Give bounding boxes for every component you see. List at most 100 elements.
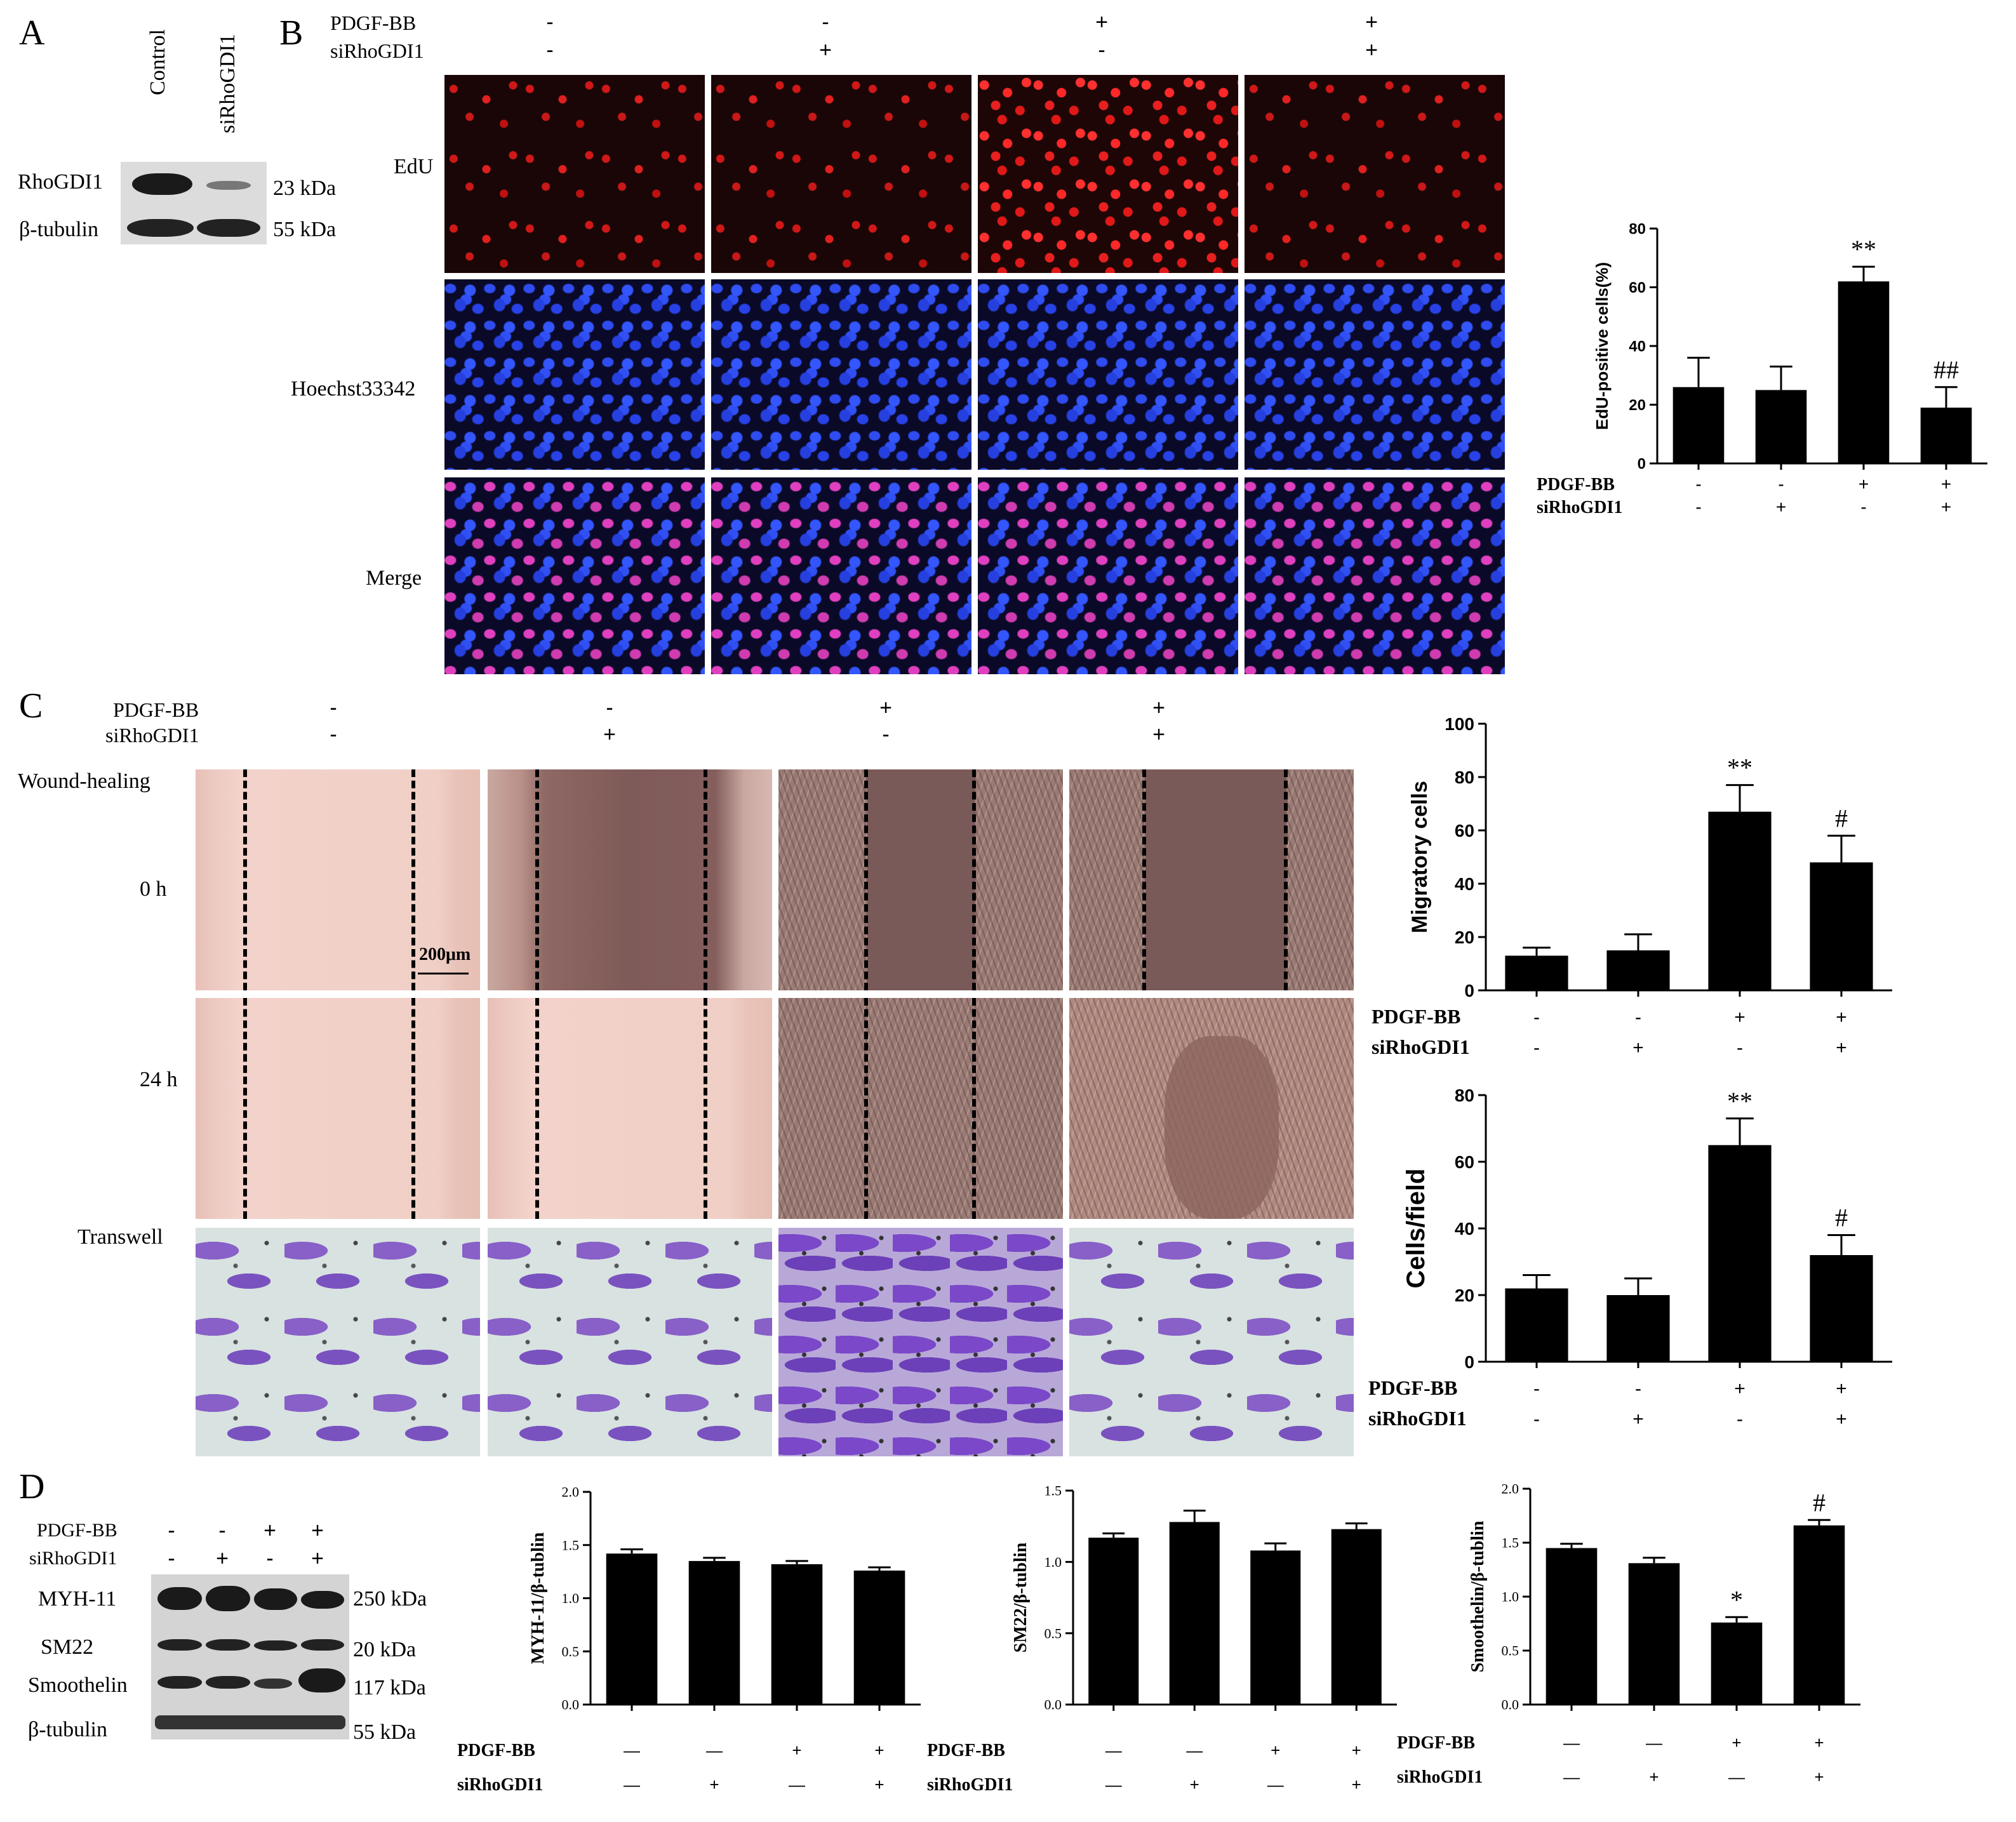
treat-mark: - [1098, 38, 1105, 62]
mw-label: 250 kDa [353, 1587, 427, 1611]
sm22-row-mark: — [1105, 1741, 1122, 1760]
blot-row-label: MYH-11 [38, 1587, 117, 1611]
micrograph-transwell-1 [196, 1228, 480, 1456]
treat-mark: - [606, 696, 613, 720]
smoothelin-row-mark: — [1563, 1767, 1580, 1786]
micrograph-merge-4 [1245, 477, 1505, 674]
cellsfield-row-mark: + [1836, 1378, 1847, 1399]
treat-mark: + [603, 722, 616, 747]
row-label-24h: 24 h [140, 1068, 178, 1091]
treat-mark: - [168, 1519, 175, 1543]
micrograph-wound-0h-4 [1069, 769, 1354, 990]
cellsfield-y-tick-label: 80 [1455, 1086, 1474, 1105]
myh11-bar [606, 1553, 658, 1705]
treat-mark: - [330, 696, 337, 720]
edu-y-tick-label: 40 [1629, 338, 1646, 355]
edu-row-mark: + [1859, 474, 1869, 494]
migratory-y-tick-label: 20 [1455, 928, 1474, 947]
edu-row-mark: - [1695, 474, 1701, 494]
blot-row-label: β-tubulin [28, 1718, 107, 1741]
migratory-row-mark: + [1836, 1007, 1847, 1028]
sm22-bar [1250, 1550, 1301, 1705]
row-label-edu: EdU [394, 155, 434, 178]
mw-label: 23 kDa [273, 176, 337, 200]
micrograph-wound-0h-2 [488, 769, 772, 990]
edu-row-mark: + [1941, 474, 1951, 494]
panel-label-a: A [19, 13, 45, 53]
smoothelin-y-tick-label: 0.5 [1502, 1643, 1519, 1659]
myh11-y-tick-label: 1.0 [562, 1590, 580, 1606]
sm22-bar [1169, 1522, 1220, 1705]
cellsfield-bar [1810, 1255, 1873, 1362]
cellsfield-significance-label: ** [1727, 1087, 1752, 1115]
migratory-y-tick-label: 80 [1455, 768, 1474, 787]
sm22-row-label: PDGF-BB [927, 1741, 1005, 1760]
sm22-row-mark: + [1352, 1775, 1361, 1794]
sm22-row-mark: — [1105, 1775, 1122, 1794]
row-label-0h: 0 h [140, 877, 167, 901]
micrograph-wound-24h-4 [1069, 998, 1354, 1219]
treat-mark: + [1365, 38, 1378, 62]
micrograph-edu-4 [1245, 75, 1505, 273]
treat-mark: + [216, 1546, 229, 1571]
edu-row-mark: - [1695, 497, 1701, 517]
myh11-row-mark: — [624, 1775, 640, 1794]
cellsfield-row-mark: + [1632, 1409, 1644, 1430]
western-blot-d [151, 1574, 349, 1739]
smoothelin-significance-label: * [1730, 1585, 1743, 1614]
treat-label-pdgf: PDGF-BB [37, 1520, 117, 1541]
myh11-row-mark: — [706, 1741, 723, 1760]
treat-label-si: siRhoGDI1 [330, 39, 424, 62]
migratory-bar [1810, 862, 1873, 990]
micrograph-hoechst-2 [711, 279, 971, 470]
cellsfield-row-mark: + [1836, 1409, 1847, 1430]
myh11-y-tick-label: 1.5 [562, 1537, 580, 1553]
myh11-row-mark: + [874, 1775, 884, 1794]
micrograph-merge-1 [444, 477, 705, 674]
myh11-row-label: PDGF-BB [457, 1741, 535, 1760]
treat-mark: - [546, 10, 554, 34]
treat-mark: - [330, 722, 337, 747]
micrograph-transwell-3 [778, 1228, 1063, 1456]
micrograph-transwell-4 [1069, 1228, 1354, 1456]
row-label-merge: Merge [366, 566, 422, 590]
edu-y-axis-label: EdU-positive cells(%) [1592, 262, 1612, 430]
treat-mark: - [266, 1546, 274, 1571]
myh11-row-label: siRhoGDI1 [457, 1775, 543, 1795]
edu-row-label: siRhoGDI1 [1537, 498, 1622, 517]
treat-mark: - [218, 1519, 226, 1543]
myh11-bar [853, 1570, 905, 1705]
treat-mark: + [1365, 10, 1378, 34]
smoothelin-bar [1545, 1548, 1598, 1705]
myh11-y-tick-label: 2.0 [562, 1484, 580, 1500]
cellsfield-bar [1505, 1288, 1568, 1362]
myh11-row-mark: + [874, 1741, 884, 1760]
mw-label: 20 kDa [353, 1638, 417, 1661]
myh11-row-mark: — [624, 1741, 640, 1760]
treat-mark: + [1152, 696, 1165, 720]
blot-row-label: SM22 [41, 1635, 94, 1659]
treat-mark: + [311, 1519, 324, 1543]
sm22-y-tick-label: 0.0 [1045, 1697, 1062, 1713]
edu-significance-label: ## [1933, 356, 1959, 384]
panel-label-c: C [19, 686, 43, 726]
myh11-bar [688, 1560, 740, 1705]
micrograph-wound-0h-3 [778, 769, 1063, 990]
cellsfield-significance-label: # [1835, 1204, 1848, 1232]
myh11-row-mark: + [792, 1741, 801, 1760]
migratory-significance-label: # [1835, 804, 1848, 832]
cellsfield-row-mark: - [1533, 1378, 1540, 1399]
cellsfield-row-label: siRhoGDI1 [1368, 1407, 1467, 1430]
edu-row-mark: + [1776, 497, 1786, 517]
smoothelin-row-mark: + [1649, 1767, 1659, 1786]
sm22-bar [1331, 1529, 1382, 1705]
mw-label: 55 kDa [273, 218, 337, 241]
treat-label-pdgf: PDGF-BB [113, 698, 199, 721]
migratory-row-label: PDGF-BB [1372, 1005, 1460, 1028]
micrograph-wound-24h-2 [488, 998, 772, 1219]
smoothelin-row-mark: + [1814, 1767, 1824, 1786]
row-label-transwell: Transwell [77, 1225, 163, 1249]
sm22-y-axis-label: SM22/β-tublin [1011, 1542, 1031, 1652]
micrograph-transwell-2 [488, 1228, 772, 1456]
cellsfield-y-tick-label: 60 [1455, 1152, 1474, 1172]
